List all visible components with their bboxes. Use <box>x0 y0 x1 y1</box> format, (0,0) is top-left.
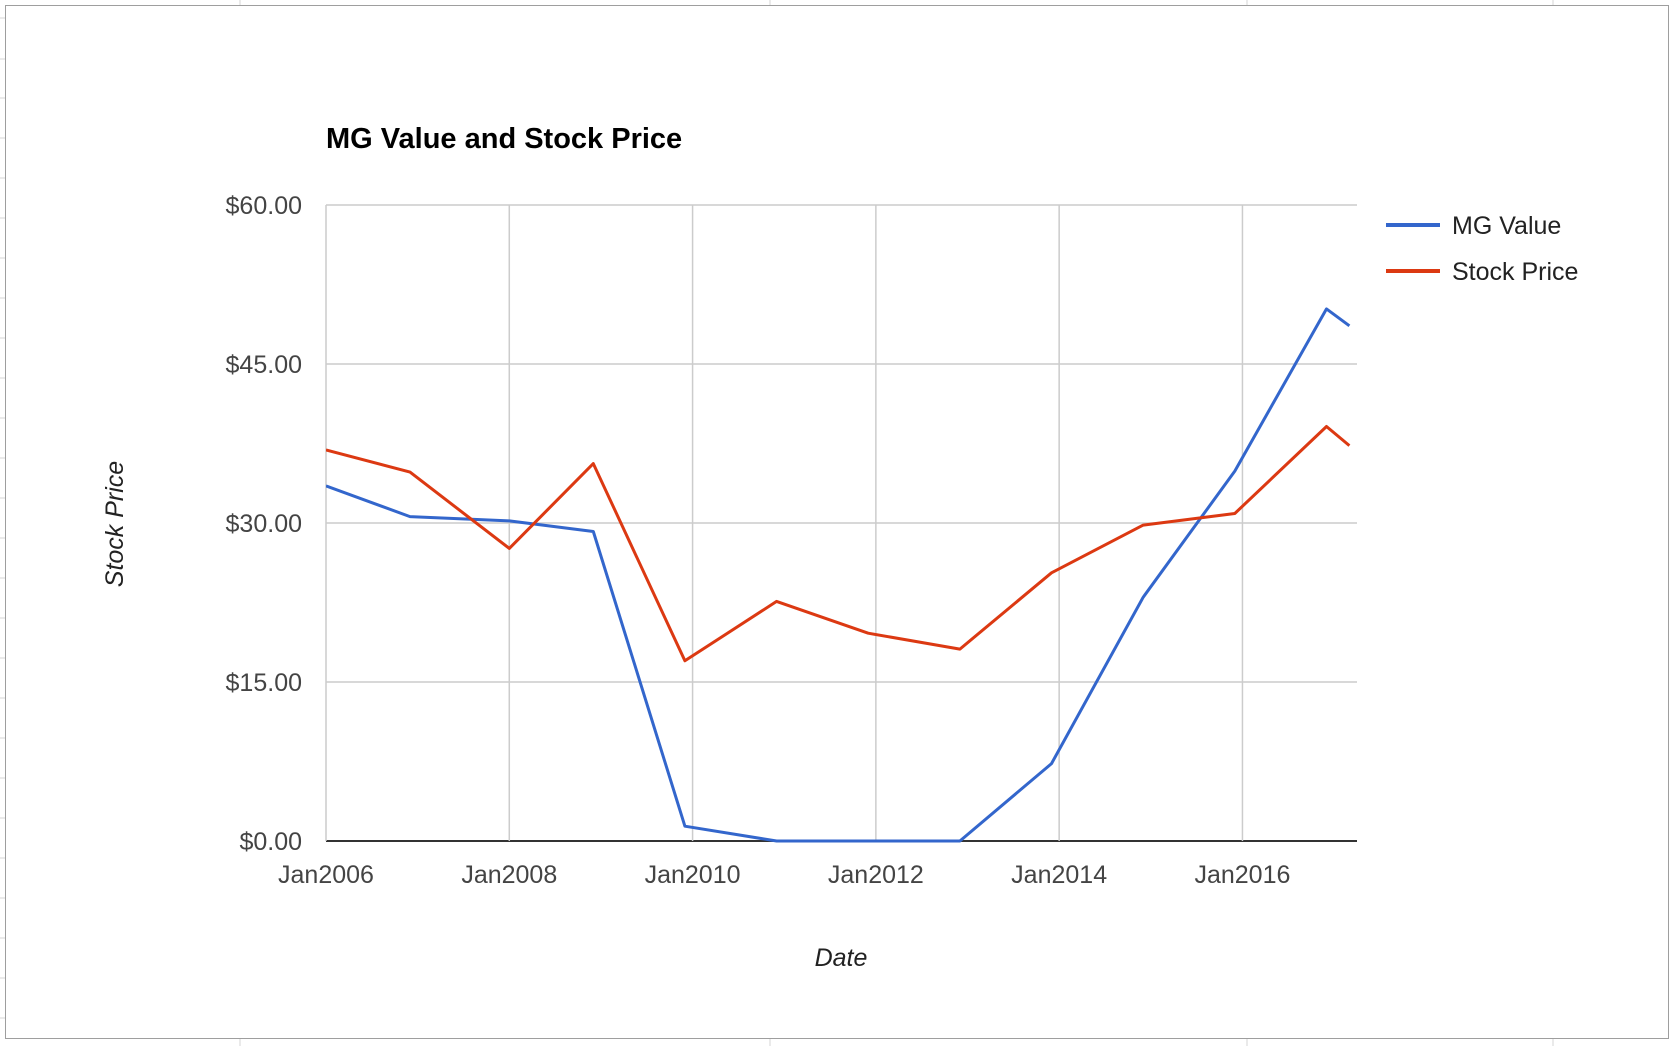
chart-title: MG Value and Stock Price <box>326 123 682 155</box>
y-tick-label: $45.00 <box>226 351 302 379</box>
chart-series <box>322 305 1353 845</box>
chart-legend[interactable]: MG Value Stock Price <box>1386 212 1578 286</box>
legend-label: Stock Price <box>1452 258 1578 286</box>
data-point[interactable] <box>681 822 689 830</box>
data-point[interactable] <box>1345 322 1353 330</box>
data-point[interactable] <box>505 517 513 525</box>
data-point[interactable] <box>589 527 597 535</box>
y-tick-label: $0.00 <box>239 828 302 856</box>
data-point[interactable] <box>1345 442 1353 450</box>
data-point[interactable] <box>322 446 330 454</box>
x-tick-label: Jan2010 <box>645 861 741 889</box>
x-tick-label: Jan2014 <box>1011 861 1107 889</box>
data-point[interactable] <box>1322 423 1330 431</box>
data-point[interactable] <box>773 597 781 605</box>
embedded-chart[interactable]: $0.00 $15.00 $30.00 $45.00 $60.00 Jan2006 Jan2… <box>5 5 1669 1039</box>
data-point[interactable] <box>589 460 597 468</box>
data-point[interactable] <box>956 837 964 845</box>
data-point[interactable] <box>681 657 689 665</box>
legend-item[interactable]: Stock Price <box>1386 258 1578 286</box>
data-point[interactable] <box>1048 569 1056 577</box>
x-tick-label: Jan2006 <box>278 861 374 889</box>
data-point[interactable] <box>406 513 414 521</box>
series-line-stock-price[interactable] <box>326 425 1351 663</box>
series-line-mg-value[interactable] <box>326 307 1351 843</box>
data-point[interactable] <box>864 629 872 637</box>
data-point[interactable] <box>1322 305 1330 313</box>
legend-label: MG Value <box>1452 212 1561 240</box>
y-tick-label: $30.00 <box>226 510 302 538</box>
data-point[interactable] <box>505 544 513 552</box>
chart-gridlines <box>325 204 1357 842</box>
data-point[interactable] <box>1231 467 1239 475</box>
x-tick-label: Jan2008 <box>461 861 557 889</box>
data-point[interactable] <box>406 468 414 476</box>
data-point[interactable] <box>1231 509 1239 517</box>
data-point[interactable] <box>1139 521 1147 529</box>
x-tick-label: Jan2016 <box>1194 861 1290 889</box>
chart-axes: $0.00 $15.00 $30.00 $45.00 $60.00 Jan2006 Jan2… <box>226 192 1291 889</box>
data-point[interactable] <box>322 482 330 490</box>
y-tick-label: $60.00 <box>226 192 302 220</box>
line-chart: $0.00 $15.00 $30.00 $45.00 $60.00 Jan2006 Jan2… <box>101 123 1578 972</box>
data-point[interactable] <box>773 837 781 845</box>
x-axis-title: Date <box>815 944 868 972</box>
data-point[interactable] <box>1048 760 1056 768</box>
y-axis-title: Stock Price <box>101 461 129 587</box>
x-tick-label: Jan2012 <box>828 861 924 889</box>
y-tick-label: $15.00 <box>226 669 302 697</box>
legend-item[interactable]: MG Value <box>1386 212 1561 240</box>
data-point[interactable] <box>864 837 872 845</box>
data-point[interactable] <box>1139 593 1147 601</box>
data-point[interactable] <box>956 645 964 653</box>
